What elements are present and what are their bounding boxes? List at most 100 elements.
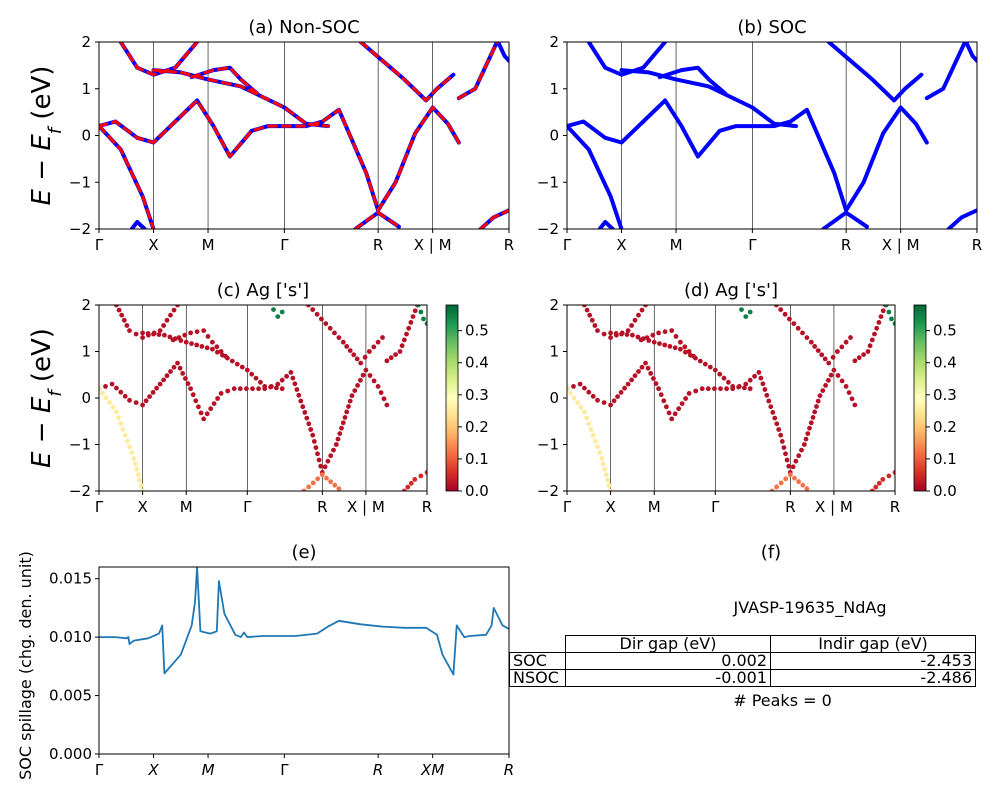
- band-dot: [421, 316, 426, 322]
- band-dot: [686, 349, 692, 354]
- band-dot: [605, 477, 611, 483]
- x-tick-label: R: [373, 236, 383, 254]
- band-line: [496, 42, 509, 63]
- band-dot: [418, 309, 424, 315]
- band-dot: [405, 484, 411, 490]
- band-dot: [638, 337, 644, 343]
- x-tick-label: R: [373, 761, 383, 779]
- y-tick-label: −1: [69, 173, 91, 191]
- band-dot: [669, 416, 675, 422]
- band-dot: [342, 415, 348, 420]
- band-dot: [826, 377, 831, 383]
- band-dot: [375, 339, 381, 345]
- band-dot: [795, 325, 801, 331]
- band-dot: [629, 323, 634, 328]
- band-dot: [835, 373, 841, 378]
- band-dot: [180, 371, 186, 376]
- band-dot: [171, 307, 177, 313]
- band-dot: [306, 305, 311, 308]
- x-tick-label: Γ: [563, 498, 572, 516]
- gap-table-row: NSOC -0.001 -2.486: [509, 669, 976, 687]
- band-dot: [766, 398, 772, 404]
- band-dot: [279, 309, 285, 315]
- band-dot: [693, 388, 699, 394]
- band-dot: [662, 342, 668, 348]
- band-dot: [643, 305, 648, 308]
- y-tick-label: 0: [81, 127, 91, 145]
- x-tick-label: X | M: [414, 236, 452, 254]
- band-dot: [683, 396, 688, 401]
- band-dot: [664, 404, 669, 410]
- band-dot: [133, 400, 139, 405]
- band-dot: [820, 388, 826, 393]
- band-dot: [188, 330, 194, 336]
- band-dot: [183, 339, 189, 345]
- band-dot: [769, 488, 775, 491]
- band-dot: [624, 332, 630, 337]
- y-tick-label: 1: [81, 80, 91, 98]
- band-dot: [331, 447, 336, 453]
- x-tick-label: XM: [420, 761, 444, 779]
- band-dot: [712, 386, 717, 392]
- y-tick-label: 2: [81, 296, 91, 314]
- y-tick-label: 0: [81, 389, 91, 407]
- band-dot: [774, 305, 779, 308]
- band-dot: [381, 396, 387, 402]
- band-dot: [575, 400, 580, 405]
- band-dot: [730, 384, 736, 389]
- band-dot: [288, 370, 294, 375]
- band-dot: [588, 427, 594, 432]
- band-dot: [137, 477, 143, 483]
- y-tick-label: −2: [537, 220, 559, 238]
- band-dot: [271, 307, 276, 312]
- band-dot: [154, 385, 160, 391]
- band-dot: [778, 432, 784, 438]
- band-dot: [747, 377, 753, 383]
- band-line: [479, 208, 509, 229]
- x-tick-label: M: [670, 236, 683, 254]
- x-tick-label: X: [605, 498, 615, 516]
- band-dot: [410, 314, 416, 319]
- x-tick-label: R: [890, 498, 900, 516]
- x-tick-label: M: [180, 498, 193, 516]
- band-line: [567, 124, 624, 229]
- plot-area: [99, 42, 509, 229]
- x-tick-label: R: [504, 236, 514, 254]
- band-dot: [151, 331, 156, 337]
- x-tick-label: Γ: [95, 761, 104, 779]
- y-axis-label-part: (eV): [27, 66, 57, 128]
- band-dot: [199, 344, 205, 349]
- band-line: [129, 220, 147, 229]
- band-dot: [358, 360, 364, 366]
- band-dot: [586, 421, 592, 426]
- band-dot: [196, 404, 201, 410]
- band-dot: [296, 392, 302, 398]
- x-tick-label: Γ: [711, 498, 720, 516]
- x-tick-label: X: [137, 498, 147, 516]
- band-dot: [595, 328, 600, 333]
- band-dot: [380, 335, 385, 340]
- band-dot: [592, 323, 598, 328]
- colorbar-tick-label: 0.1: [933, 450, 957, 468]
- band-dot: [747, 386, 753, 392]
- band-dot: [653, 381, 659, 386]
- band-dot: [817, 393, 823, 399]
- band-dot: [408, 480, 414, 486]
- band-dot: [779, 439, 785, 444]
- band-line: [826, 42, 924, 103]
- band-dot: [424, 470, 427, 475]
- x-tick-label: X: [616, 236, 626, 254]
- band-dot: [639, 307, 645, 313]
- band-dot: [250, 386, 255, 392]
- band-dot: [651, 376, 656, 381]
- colorbar-tick-label: 0.0: [933, 482, 957, 500]
- band-dot: [571, 395, 577, 401]
- band-dot: [351, 352, 357, 358]
- y-axis-label: E − Ef (eV): [27, 328, 66, 468]
- band-dot: [138, 483, 144, 488]
- band-dot: [783, 476, 789, 482]
- band-dot: [602, 466, 608, 472]
- band-dot: [107, 400, 112, 405]
- band-dot: [707, 364, 713, 370]
